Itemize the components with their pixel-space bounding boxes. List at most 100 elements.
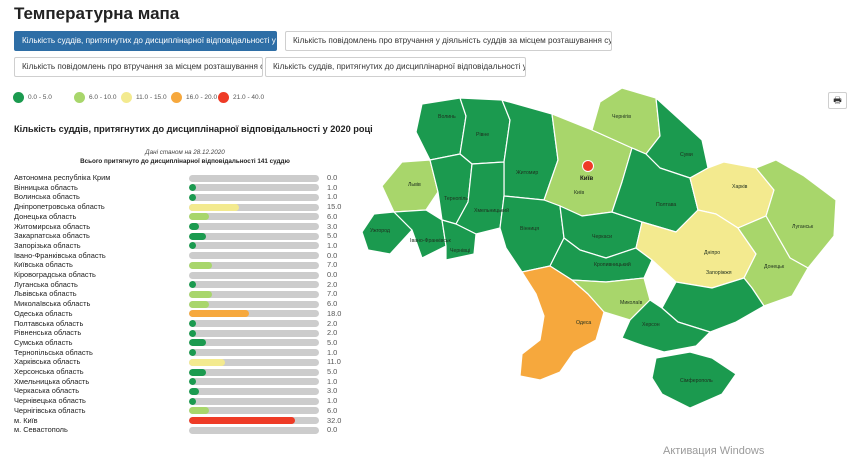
- bar-fill: [189, 417, 295, 424]
- map-label-simferopol: Сімферополь: [680, 378, 713, 384]
- bar-label: Вінницька область: [14, 182, 78, 192]
- bar-label: м. Київ: [14, 415, 38, 425]
- bar-value: 1.0: [327, 347, 338, 357]
- bar-track: [189, 271, 319, 279]
- bar-fill: [189, 397, 196, 405]
- tab-judges-2020[interactable]: Кількість суддів, притягнутих до дисципл…: [14, 31, 277, 51]
- bar-label: Черкаська область: [14, 386, 80, 396]
- map-region-kherson[interactable]: [621, 299, 711, 353]
- bar-label: Волинська область: [14, 192, 80, 202]
- ukraine-map: Волинь Рівне Житомир Київ Чернігів Суми …: [361, 87, 837, 409]
- chart-total: Всього притягнуто до дисциплінарної відп…: [80, 158, 290, 165]
- bar-track: [189, 193, 319, 201]
- map-region-donetsk[interactable]: [737, 215, 809, 307]
- bar-track: [189, 203, 319, 211]
- map-label-odesa: Одеса: [576, 320, 591, 326]
- bar-label: Чернігівська область: [14, 405, 86, 415]
- bar-value: 3.0: [327, 221, 338, 231]
- bar-fill: [189, 281, 196, 289]
- map-label-ternopil: Тернопіль: [444, 196, 468, 202]
- bar-track: [189, 281, 319, 289]
- map-label-zhytomyr: Житомир: [516, 170, 538, 176]
- legend-dot: [13, 91, 24, 103]
- tab-interference-reports-2020[interactable]: Кількість повідомлень про втручання у ді…: [285, 31, 612, 51]
- bar-fill: [189, 203, 239, 211]
- bar-fill: [189, 329, 196, 337]
- map-region-khmelnytskyi[interactable]: [455, 161, 505, 235]
- bar-value: 6.0: [327, 299, 338, 309]
- bar-label: Закарпатська область: [14, 231, 90, 241]
- map-label-chernivtsi: Чернівці: [450, 248, 470, 254]
- map-label-luhansk: Луганськ: [792, 224, 814, 230]
- bar-label: Львівська область: [14, 289, 77, 299]
- bar-value: 1.0: [327, 192, 338, 202]
- tab-interference-reports-2021[interactable]: Кількість повідомлень про втручання за м…: [14, 57, 263, 77]
- bar-value: 2.0: [327, 318, 338, 328]
- bar-fill: [189, 290, 213, 298]
- bar-label: Рівненська область: [14, 328, 82, 338]
- legend-item: 21.0 - 40.0: [218, 91, 264, 105]
- bar-track: [189, 174, 319, 182]
- bar-track: [189, 261, 319, 269]
- bar-fill: [189, 378, 196, 386]
- map-label-khmelnytskyi: Хмельницький: [474, 207, 509, 214]
- map-region-crimea[interactable]: [651, 351, 737, 409]
- legend-dot: [171, 91, 182, 103]
- bar-track: [189, 300, 319, 308]
- map-label-sumy: Суми: [680, 152, 693, 158]
- print-button[interactable]: 🖶: [828, 92, 847, 109]
- map-label-mykolaiv: Миколаїв: [620, 300, 643, 306]
- bar-chart: Автономна республіка Крим 0.0 Вінницька об…: [0, 0, 370, 457]
- map-region-rivne[interactable]: [459, 97, 511, 165]
- map-label-poltava: Полтава: [656, 202, 676, 208]
- map-label-kharkiv: Харків: [732, 184, 748, 190]
- legend-dot: [218, 91, 229, 103]
- kyiv-city-marker[interactable]: [582, 160, 594, 172]
- map-label-vinnytsia: Вінниця: [520, 226, 539, 232]
- bar-track: [189, 368, 319, 376]
- bar-value: 2.0: [327, 328, 338, 338]
- map-region-chernivtsi[interactable]: [441, 219, 477, 261]
- bar-value: 7.0: [327, 260, 338, 270]
- bar-fill: [189, 300, 209, 308]
- chart-date: Дані станом на 28.12.2020: [145, 149, 225, 156]
- bar-value: 1.0: [327, 240, 338, 250]
- bar-label: Київська область: [14, 260, 73, 270]
- map-region-volyn[interactable]: [415, 97, 467, 161]
- bar-label: Харківська область: [14, 357, 81, 367]
- tab-judges-2021[interactable]: Кількість суддів, притягнутих до дисципл…: [265, 57, 526, 77]
- bar-track: [189, 349, 319, 357]
- bar-value: 32.0: [327, 415, 342, 425]
- bar-fill: [189, 310, 249, 318]
- map-label-donetsk: Донецьк: [764, 264, 785, 270]
- bar-track: [189, 320, 319, 327]
- map-label-cherkasy: Черкаси: [592, 234, 612, 240]
- bar-label: Автономна республіка Крим: [14, 173, 111, 182]
- bar-label: Херсонська область: [14, 367, 84, 376]
- bar-value: 5.0: [327, 337, 338, 347]
- bar-value: 6.0: [327, 211, 338, 221]
- bar-track: [189, 232, 319, 240]
- bar-fill: [189, 387, 199, 395]
- bar-value: 15.0: [327, 202, 342, 212]
- legend-item: 11.0 - 15.0: [121, 91, 167, 105]
- bar-fill: [189, 358, 226, 366]
- map-region-luhansk[interactable]: [755, 159, 837, 269]
- bar-value: 0.0: [327, 425, 338, 435]
- bar-track: [189, 329, 319, 337]
- bar-label: Одеська область: [14, 308, 73, 318]
- bar-track: [189, 339, 319, 347]
- bar-label: Дніпропетровська область: [14, 202, 105, 212]
- bar-track: [189, 252, 319, 260]
- bar-value: 5.0: [327, 231, 338, 241]
- page-title: Температурна мапа: [14, 4, 180, 23]
- map-label-kyiv-region: Київ: [574, 190, 584, 196]
- legend-dot: [74, 91, 85, 103]
- bar-label: Івано-Франківська область: [14, 250, 106, 260]
- bar-label: Луганська область: [14, 279, 78, 289]
- bar-fill: [189, 320, 196, 327]
- bar-value: 18.0: [327, 308, 342, 318]
- bar-fill: [189, 223, 199, 230]
- bar-label: Кіровоградська область: [14, 270, 96, 279]
- bar-value: 1.0: [327, 182, 338, 192]
